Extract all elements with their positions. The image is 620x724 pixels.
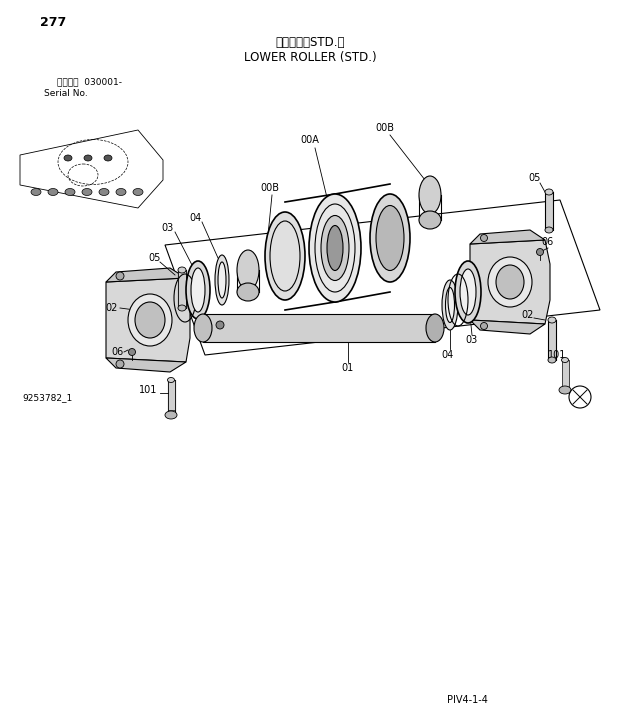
Text: 02: 02 bbox=[522, 310, 534, 320]
Ellipse shape bbox=[48, 188, 58, 195]
Text: 00B: 00B bbox=[376, 123, 394, 133]
Ellipse shape bbox=[545, 227, 553, 233]
Text: 101: 101 bbox=[139, 385, 157, 395]
Ellipse shape bbox=[116, 272, 124, 280]
Text: 04: 04 bbox=[189, 213, 201, 223]
Ellipse shape bbox=[133, 188, 143, 195]
Bar bbox=[548, 320, 556, 360]
Ellipse shape bbox=[460, 269, 476, 315]
Ellipse shape bbox=[536, 248, 544, 256]
Ellipse shape bbox=[237, 250, 259, 290]
Polygon shape bbox=[470, 240, 550, 324]
Text: Serial No.: Serial No. bbox=[44, 90, 88, 98]
Ellipse shape bbox=[65, 188, 75, 195]
Text: 06: 06 bbox=[542, 237, 554, 247]
Ellipse shape bbox=[419, 176, 441, 214]
Ellipse shape bbox=[128, 294, 172, 346]
Ellipse shape bbox=[321, 216, 349, 280]
Ellipse shape bbox=[327, 225, 343, 271]
Ellipse shape bbox=[496, 265, 524, 299]
Ellipse shape bbox=[426, 314, 444, 342]
Text: 03: 03 bbox=[466, 335, 478, 345]
Ellipse shape bbox=[191, 268, 205, 312]
Ellipse shape bbox=[128, 348, 136, 355]
Text: 00A: 00A bbox=[301, 135, 319, 145]
Text: PIV4-1-4: PIV4-1-4 bbox=[447, 695, 488, 705]
Ellipse shape bbox=[215, 255, 229, 305]
Ellipse shape bbox=[82, 188, 92, 195]
Ellipse shape bbox=[562, 358, 569, 363]
Ellipse shape bbox=[419, 211, 441, 229]
Text: 04: 04 bbox=[442, 350, 454, 360]
Bar bbox=[168, 380, 175, 410]
Text: 101: 101 bbox=[548, 350, 566, 360]
Text: 00B: 00B bbox=[260, 183, 280, 193]
Text: LOWER ROLLER (STD.): LOWER ROLLER (STD.) bbox=[244, 51, 376, 64]
Bar bbox=[562, 360, 569, 390]
Polygon shape bbox=[470, 230, 545, 244]
Ellipse shape bbox=[99, 188, 109, 195]
Ellipse shape bbox=[64, 155, 72, 161]
Ellipse shape bbox=[194, 314, 212, 342]
Text: 277: 277 bbox=[40, 15, 66, 28]
Ellipse shape bbox=[218, 262, 226, 298]
Ellipse shape bbox=[84, 155, 92, 161]
Text: 01: 01 bbox=[342, 363, 354, 373]
Text: 下ローラ（STD.）: 下ローラ（STD.） bbox=[275, 35, 345, 49]
Ellipse shape bbox=[446, 287, 454, 322]
Ellipse shape bbox=[488, 257, 532, 307]
Text: 05: 05 bbox=[149, 253, 161, 263]
Ellipse shape bbox=[265, 212, 305, 300]
Polygon shape bbox=[106, 268, 186, 282]
Bar bbox=[545, 192, 553, 230]
Ellipse shape bbox=[178, 305, 186, 311]
Ellipse shape bbox=[104, 155, 112, 161]
Bar bbox=[178, 270, 186, 308]
Ellipse shape bbox=[135, 302, 165, 338]
Text: 06: 06 bbox=[112, 347, 124, 357]
Polygon shape bbox=[106, 358, 186, 372]
Ellipse shape bbox=[31, 188, 41, 195]
Ellipse shape bbox=[216, 321, 224, 329]
Ellipse shape bbox=[480, 322, 487, 329]
Ellipse shape bbox=[186, 261, 210, 319]
Ellipse shape bbox=[455, 261, 481, 323]
Text: 9253782_1: 9253782_1 bbox=[22, 394, 73, 403]
Polygon shape bbox=[203, 314, 435, 342]
Ellipse shape bbox=[376, 206, 404, 271]
Ellipse shape bbox=[165, 411, 177, 419]
Ellipse shape bbox=[237, 283, 259, 301]
Ellipse shape bbox=[116, 360, 124, 368]
Ellipse shape bbox=[309, 194, 361, 302]
Text: 02: 02 bbox=[106, 303, 118, 313]
Text: 適用号機  030001-: 適用号機 030001- bbox=[57, 77, 122, 86]
Ellipse shape bbox=[370, 194, 410, 282]
Ellipse shape bbox=[548, 317, 556, 323]
Ellipse shape bbox=[548, 357, 556, 363]
Ellipse shape bbox=[545, 189, 553, 195]
Text: 05: 05 bbox=[529, 173, 541, 183]
Ellipse shape bbox=[559, 386, 571, 394]
Text: 03: 03 bbox=[162, 223, 174, 233]
Ellipse shape bbox=[167, 377, 174, 382]
Ellipse shape bbox=[442, 280, 458, 330]
Polygon shape bbox=[470, 320, 545, 334]
Ellipse shape bbox=[116, 188, 126, 195]
Ellipse shape bbox=[480, 235, 487, 242]
Ellipse shape bbox=[178, 267, 186, 273]
Polygon shape bbox=[106, 278, 190, 362]
